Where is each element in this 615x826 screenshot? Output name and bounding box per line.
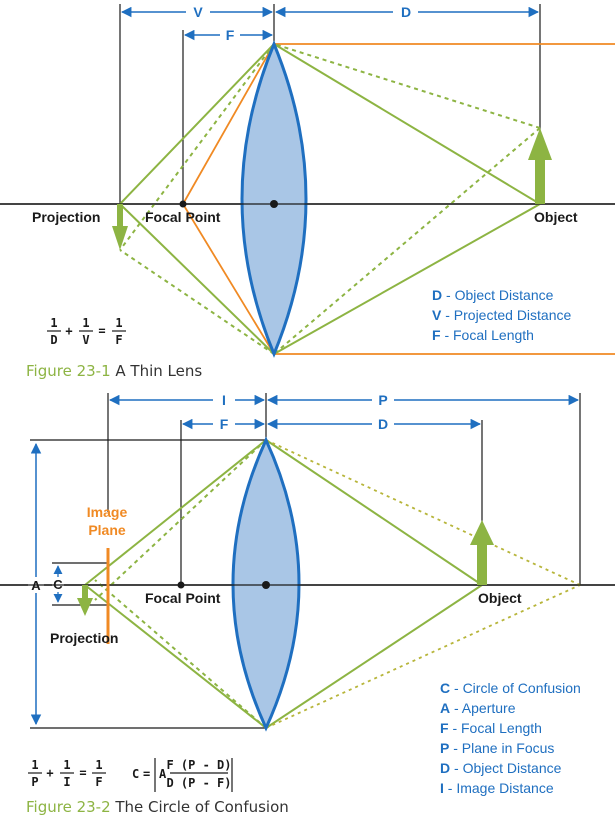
focal-point-label-2: Focal Point [145, 590, 221, 606]
projection-arrow [112, 204, 128, 250]
green-dotted-rays [119, 43, 541, 355]
svg-text:=: = [79, 766, 86, 780]
legend-item-d: D - Object Distance [432, 287, 554, 303]
projection-arrow-2 [77, 585, 93, 616]
legend-item-v: V - Projected Distance [432, 307, 572, 323]
focal-point-dot-2 [177, 581, 185, 589]
object-arrow [528, 128, 552, 204]
svg-text:V: V [82, 333, 89, 347]
figure-1-caption: Figure 23-1 A Thin Lens [26, 362, 203, 380]
projection-label-2: Projection [50, 630, 118, 646]
f-dim-label: F [226, 27, 235, 43]
d-dim-label-2: D [378, 416, 388, 432]
svg-text:1: 1 [31, 758, 38, 772]
v-dim-label: V [193, 4, 203, 20]
svg-text:=: = [143, 767, 150, 781]
object-label: Object [534, 209, 578, 225]
svg-text:F (P - D): F (P - D) [166, 758, 231, 772]
image-plane-label-line1: Image [87, 504, 128, 520]
focal-point-label: Focal Point [145, 209, 221, 225]
svg-text:I: I [63, 775, 70, 789]
green-solid-rays-2 [84, 439, 483, 729]
coc-formula: C = A F (P - D) D (P - F) [132, 758, 233, 792]
svg-text:P: P [31, 775, 38, 789]
legend-item-f-2: F - Focal Length [440, 720, 542, 736]
svg-text:1: 1 [115, 316, 122, 330]
lens-center-dot [270, 200, 278, 208]
p-dim-label: P [378, 392, 387, 408]
green-solid-rays [119, 43, 541, 355]
legend: D - Object Distance V - Projected Distan… [432, 287, 572, 343]
svg-text:F: F [115, 333, 122, 347]
figure-circle-of-confusion: A C I P F D [0, 392, 615, 796]
svg-text:+: + [46, 766, 53, 780]
d-dim-label: D [401, 4, 411, 20]
svg-text:+: + [65, 324, 72, 338]
svg-text:A: A [159, 767, 167, 781]
legend-item-f: F - Focal Length [432, 327, 534, 343]
svg-text:=: = [98, 324, 105, 338]
thin-lens [240, 40, 308, 358]
legend-item-d-2: D - Object Distance [440, 760, 562, 776]
i-dim-label: I [222, 392, 226, 408]
focus-plane-dotted-rays [265, 439, 581, 729]
lens-formula: 1 D + 1 V = 1 F [47, 316, 126, 347]
legend-item-a: A - Aperture [440, 700, 516, 716]
green-dotted-rays-2 [94, 439, 267, 729]
svg-text:C: C [132, 767, 139, 781]
focal-point-dot [179, 200, 187, 208]
svg-text:1: 1 [95, 758, 102, 772]
figure-thin-lens: V D F Projectio [0, 4, 615, 358]
svg-text:D: D [50, 333, 57, 347]
f-dim-label-2: F [220, 416, 229, 432]
legend-item-p: P - Plane in Focus [440, 740, 554, 756]
object-arrow-2 [470, 520, 494, 585]
svg-text:1: 1 [50, 316, 57, 330]
svg-text:D (P - F): D (P - F) [166, 776, 231, 790]
lens-formula-2: 1 P + 1 I = 1 F [28, 758, 106, 789]
svg-text:1: 1 [63, 758, 70, 772]
svg-text:1: 1 [82, 316, 89, 330]
lens-center-dot-2 [262, 581, 270, 589]
object-label-2: Object [478, 590, 522, 606]
legend-2: C - Circle of Confusion A - Aperture F -… [440, 680, 581, 796]
image-plane-label-line2: Plane [88, 522, 126, 538]
figure-2-caption: Figure 23-2 The Circle of Confusion [26, 798, 289, 816]
svg-text:F: F [95, 775, 102, 789]
legend-item-c: C - Circle of Confusion [440, 680, 581, 696]
projection-label: Projection [32, 209, 100, 225]
legend-item-i: I - Image Distance [440, 780, 554, 796]
